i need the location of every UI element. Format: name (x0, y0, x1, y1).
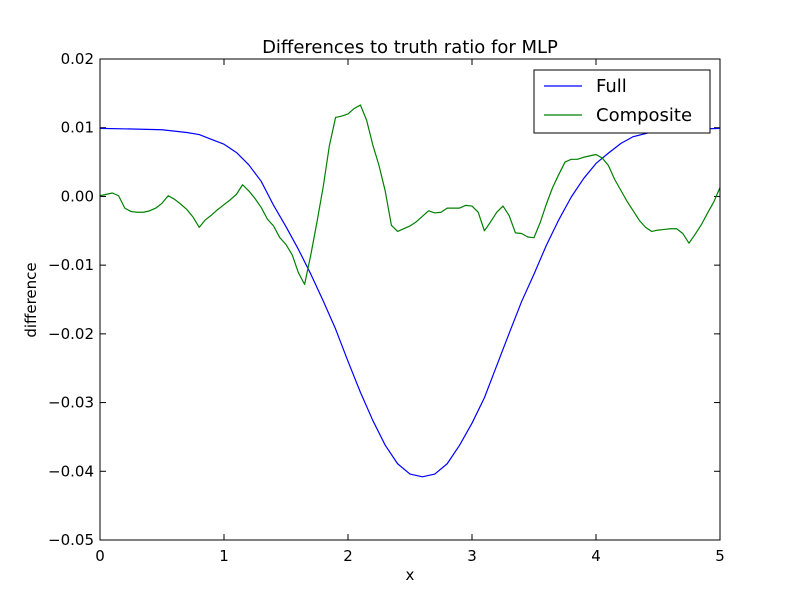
y-tick-label: −0.05 (48, 531, 94, 549)
legend-frame (533, 69, 711, 134)
y-tick-label: 0.00 (61, 187, 94, 205)
y-tick-label: 0.01 (61, 119, 94, 137)
y-tick-label: −0.04 (48, 462, 94, 480)
x-axis-label: x (406, 566, 415, 584)
x-tick-label: 2 (343, 547, 353, 565)
x-tick-label: 3 (467, 547, 477, 565)
legend-label: Composite (596, 105, 692, 126)
x-tick-label: 5 (715, 547, 725, 565)
legend: Full Composite (533, 69, 711, 134)
y-tick-label: 0.02 (61, 50, 94, 68)
x-tick-label: 1 (219, 547, 229, 565)
chart-title: Differences to truth ratio for MLP (262, 37, 558, 58)
plot-frame (99, 58, 721, 541)
y-tick-label: −0.03 (48, 394, 94, 412)
x-tick-label: 4 (591, 547, 601, 565)
series-line-full (99, 127, 721, 478)
legend-label: Full (596, 76, 627, 97)
plot-area (100, 59, 720, 540)
y-tick-label: −0.02 (48, 325, 94, 343)
axis-ticks: 0 1 2 3 4 5 −0.05 −0.04 −0.03 −0.02 −0.01 0.00 0.01 0… (48, 50, 725, 565)
x-tick-label: 0 (95, 547, 105, 565)
series-line-composite (99, 104, 721, 285)
y-tick-label: −0.01 (48, 256, 94, 274)
y-axis-label: difference (22, 262, 40, 337)
series-layer (99, 104, 721, 478)
